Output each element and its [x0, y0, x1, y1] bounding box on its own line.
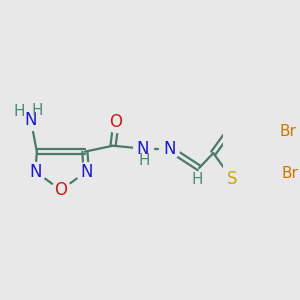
Text: O: O: [110, 113, 122, 131]
Text: N: N: [29, 163, 42, 181]
Text: H: H: [13, 104, 25, 119]
Text: N: N: [25, 112, 37, 130]
Text: N: N: [163, 140, 176, 158]
Text: N: N: [136, 140, 149, 158]
Text: O: O: [54, 181, 68, 199]
Text: H: H: [192, 172, 203, 187]
Text: H: H: [31, 103, 43, 118]
Text: Br: Br: [280, 124, 297, 139]
Text: N: N: [80, 163, 92, 181]
Text: H: H: [139, 153, 150, 168]
Text: S: S: [226, 169, 237, 188]
Text: Br: Br: [281, 166, 298, 181]
